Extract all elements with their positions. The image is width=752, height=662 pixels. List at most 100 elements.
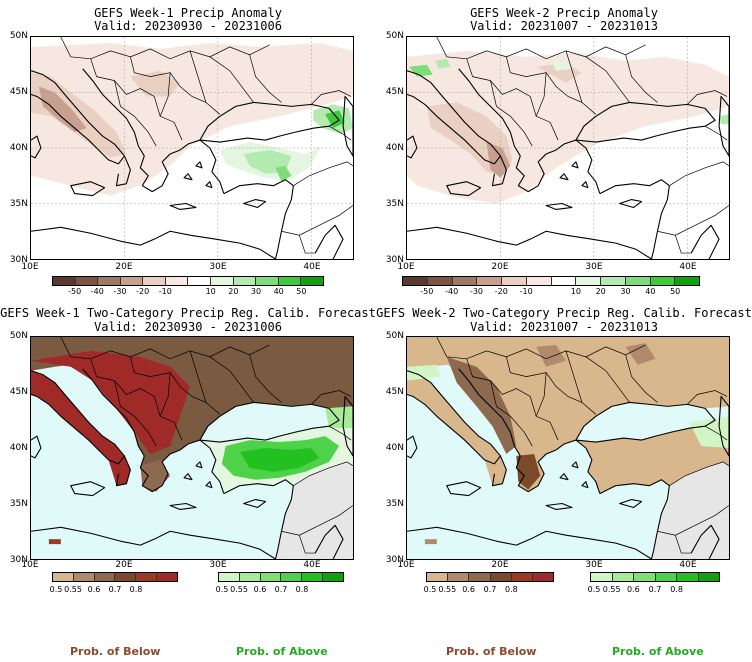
colorbar-swatch (302, 573, 324, 581)
lat-label: 45N (9, 87, 28, 97)
colorbar-swatch (98, 277, 121, 285)
colorbar-swatch (675, 277, 699, 285)
lon-label: 40E (303, 560, 321, 570)
colorbar-label: 0.5 (423, 585, 437, 594)
colorbar-swatch (233, 277, 257, 285)
lat-label: 35N (9, 199, 28, 209)
colorbar-swatch (698, 573, 719, 581)
colorbar-label: 0.7 (483, 585, 497, 594)
anomaly-colorbar (402, 276, 700, 286)
colorbar-label: 0.7 (648, 585, 662, 594)
lat-label: 30N (385, 255, 404, 265)
anomaly-colorbar (52, 276, 324, 286)
colorbar-swatch (601, 277, 626, 285)
footer-above-label: Prob. of Above (236, 645, 328, 658)
lat-label: 35N (385, 499, 404, 509)
colorbar-swatch (211, 277, 234, 285)
panel-valid-dates: Valid: 20230930 - 20231006 (94, 320, 282, 334)
panel-title: GEFS Week-1 Two-Category Precip Reg. Cal… (0, 306, 376, 320)
colorbar-swatch (115, 573, 137, 581)
colorbar-label: -20 (494, 287, 508, 296)
colorbar-swatch (75, 277, 99, 285)
lat-label: 50N (9, 331, 28, 341)
colorbar-label: 50 (670, 287, 681, 296)
colorbar-swatch (576, 277, 601, 285)
lon-label: 30E (209, 262, 227, 272)
below-colorbar (52, 572, 178, 582)
above-colorbar (590, 572, 720, 582)
colorbar-swatch (278, 277, 302, 285)
colorbar-swatch (591, 573, 613, 581)
colorbar-label: 0.55 (438, 585, 457, 594)
colorbar-label: -30 (113, 287, 127, 296)
colorbar-swatch (551, 277, 577, 285)
colorbar-swatch (502, 277, 527, 285)
colorbar-label: -20 (136, 287, 150, 296)
lon-label: 40E (303, 262, 321, 272)
colorbar-label: 0.8 (670, 585, 684, 594)
colorbar-swatch (301, 277, 323, 285)
lat-label: 35N (385, 199, 404, 209)
colorbar-label: 0.7 (274, 585, 288, 594)
lat-label: 40N (385, 443, 404, 453)
panel-week2-probability: GEFS Week-2 Two-Category Precip Reg. Cal… (376, 300, 752, 600)
colorbar-label: 0.8 (129, 585, 143, 594)
colorbar-label: 0.5 (49, 585, 63, 594)
colorbar-swatch (165, 277, 189, 285)
colorbar-swatch (136, 573, 158, 581)
lat-label: 40N (9, 143, 28, 153)
below-colorbar (426, 572, 554, 582)
lon-label: 10E (21, 262, 39, 272)
panel-title: GEFS Week-1 Precip Anomaly (94, 6, 282, 20)
colorbar-swatch (143, 277, 166, 285)
colorbar-swatch (427, 277, 453, 285)
colorbar-label: 40 (273, 287, 284, 296)
lon-label: 20E (491, 560, 509, 570)
colorbar-label: 50 (296, 287, 307, 296)
panel-title: GEFS Week-2 Precip Anomaly (470, 6, 658, 20)
colorbar-swatch (403, 277, 428, 285)
lon-label: 20E (115, 560, 133, 570)
colorbar-label: -40 (90, 287, 104, 296)
lat-label: 50N (385, 31, 404, 41)
colorbar-swatch (532, 573, 554, 581)
colorbar-swatch (260, 573, 282, 581)
colorbar-swatch (650, 277, 676, 285)
colorbar-label: -30 (469, 287, 484, 296)
lat-label: 30N (385, 555, 404, 565)
colorbar-swatch (511, 573, 533, 581)
probability-map (30, 336, 354, 560)
colorbar-swatch (53, 573, 74, 581)
colorbar-label: 0.6 (87, 585, 101, 594)
anomaly-map (30, 36, 354, 260)
above-colorbar (218, 572, 344, 582)
colorbar-label: 0.6 (253, 585, 267, 594)
colorbar-swatch (323, 573, 343, 581)
colorbar-label: 0.5 (587, 585, 601, 594)
lon-label: 20E (491, 262, 509, 272)
colorbar-swatch (73, 573, 95, 581)
footer-below-label: Prob. of Below (70, 645, 161, 658)
lat-label: 40N (385, 143, 404, 153)
colorbar-label: 0.55 (64, 585, 82, 594)
colorbar-swatch (120, 277, 144, 285)
colorbar-swatch (526, 277, 552, 285)
colorbar-label: 0.6 (462, 585, 476, 594)
lat-label: 30N (9, 555, 28, 565)
colorbar-label: 0.6 (626, 585, 640, 594)
panel-valid-dates: Valid: 20230930 - 20231006 (94, 19, 282, 33)
footer-below-label: Prob. of Below (446, 645, 537, 658)
colorbar-swatch (452, 277, 478, 285)
colorbar-swatch (188, 277, 212, 285)
lon-label: 40E (679, 560, 697, 570)
anomaly-map (406, 36, 730, 260)
lon-label: 20E (115, 262, 133, 272)
colorbar-swatch (469, 573, 491, 581)
colorbar-label: -10 (519, 287, 533, 296)
lat-label: 45N (385, 387, 404, 397)
colorbar-label: 0.8 (504, 585, 518, 594)
colorbar-swatch (157, 573, 177, 581)
lon-label: 10E (397, 560, 415, 570)
colorbar-swatch (281, 573, 303, 581)
footer-above-label: Prob. of Above (612, 645, 704, 658)
